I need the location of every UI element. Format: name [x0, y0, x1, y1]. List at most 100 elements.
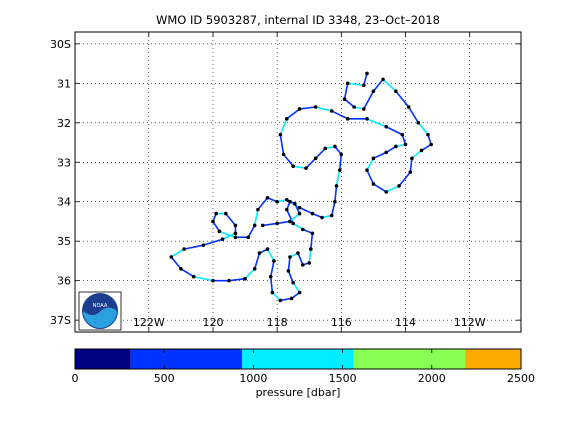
track-segment [294, 203, 301, 214]
track-segment [193, 275, 214, 282]
track-segment [335, 169, 341, 187]
track-segment [338, 154, 343, 171]
profile-point [275, 221, 279, 226]
track-segment [363, 73, 368, 86]
track-segment [280, 297, 292, 302]
track-segment [409, 158, 413, 173]
track-segment [366, 118, 387, 128]
profile-point [288, 219, 292, 224]
profile-point [345, 117, 350, 121]
profile-point [291, 164, 295, 169]
track-segment [385, 185, 400, 193]
track-segment [398, 171, 411, 187]
profile-point [416, 120, 421, 125]
colorbar-tick-label: 2000 [418, 372, 446, 385]
track-segment [286, 209, 294, 224]
y-tick-label: 36 [57, 275, 71, 288]
profile-point [301, 263, 305, 267]
profile-point [243, 276, 247, 281]
track-segment [417, 122, 429, 136]
profile-point [345, 81, 350, 86]
profile-point [400, 132, 405, 137]
profile-point [371, 89, 376, 94]
profile-point [297, 211, 302, 216]
track-segment [372, 78, 384, 92]
track-segment [343, 83, 349, 100]
track-segment [257, 197, 269, 211]
profile-point [339, 152, 344, 157]
profile-point [289, 296, 294, 301]
profile-point [246, 235, 251, 240]
track-segment [292, 222, 304, 231]
profile-point [419, 148, 424, 153]
track-segment [203, 238, 223, 246]
profile-point [288, 255, 292, 259]
track-segment [315, 147, 326, 159]
profile-point [394, 144, 398, 149]
profile-point [333, 144, 337, 149]
x-tick-labels: 122W 120 118 116 114 112W [133, 316, 486, 329]
float-track-points [169, 71, 433, 303]
profile-point [278, 298, 283, 303]
profile-point [265, 247, 270, 251]
profile-point [384, 190, 389, 194]
y-tick-label: 30S [50, 38, 71, 51]
colorbar-tick-label: 0 [72, 372, 79, 385]
track-segment [253, 252, 261, 270]
profile-point [365, 117, 369, 121]
profile-point [408, 170, 413, 174]
profile-point [233, 223, 238, 228]
track-segment [170, 256, 182, 270]
colorbar-bands [75, 349, 521, 369]
profile-point [309, 247, 313, 251]
profile-point [406, 105, 411, 109]
track-segment [382, 78, 397, 92]
profile-point [217, 229, 222, 234]
profile-point [233, 231, 238, 236]
profile-point [381, 77, 385, 82]
track-segment [347, 82, 364, 87]
colorbar-tick-label: 1500 [329, 372, 357, 385]
track-segment [269, 260, 275, 277]
profile-point [426, 132, 430, 137]
track-segment [385, 145, 397, 154]
y-tick-label: 32 [57, 117, 71, 130]
track-segment [282, 153, 294, 167]
profile-point [310, 211, 315, 216]
profile-point [342, 97, 347, 101]
profile-point [429, 142, 433, 147]
track-segment [334, 185, 338, 202]
track-segment [228, 277, 246, 282]
track-segment [262, 222, 278, 227]
colorbar-label: pressure [dbar] [256, 386, 341, 399]
profile-point [329, 109, 334, 113]
colorbar-frame [74, 348, 522, 370]
noaa-logo: NOAA [78, 291, 122, 331]
track-segment [363, 90, 375, 110]
profile-point [291, 280, 295, 285]
profile-point [333, 199, 337, 204]
profile-point [182, 247, 186, 251]
track-segment [292, 282, 301, 293]
profile-point [288, 199, 292, 204]
track-segment [421, 143, 432, 152]
track-segment [310, 233, 314, 250]
track-segment [395, 90, 410, 108]
profile-point [270, 290, 275, 295]
track-segment [366, 169, 375, 185]
chart-title: WMO ID 5903287, internal ID 3348, 23–Oct… [156, 13, 440, 27]
x-tick-label: 112W [454, 316, 486, 329]
track-segment [212, 221, 221, 232]
track-segment [180, 268, 195, 278]
x-tick-label: 114 [395, 316, 416, 329]
profile-point [334, 184, 339, 188]
y-tick-label: 33 [57, 156, 71, 169]
profile-point [365, 168, 369, 172]
colorbar-band [353, 349, 466, 369]
track-segment [305, 157, 317, 169]
profile-point [214, 211, 218, 216]
profile-point [397, 184, 401, 188]
track-segment [219, 230, 236, 239]
track-segment [287, 270, 294, 283]
